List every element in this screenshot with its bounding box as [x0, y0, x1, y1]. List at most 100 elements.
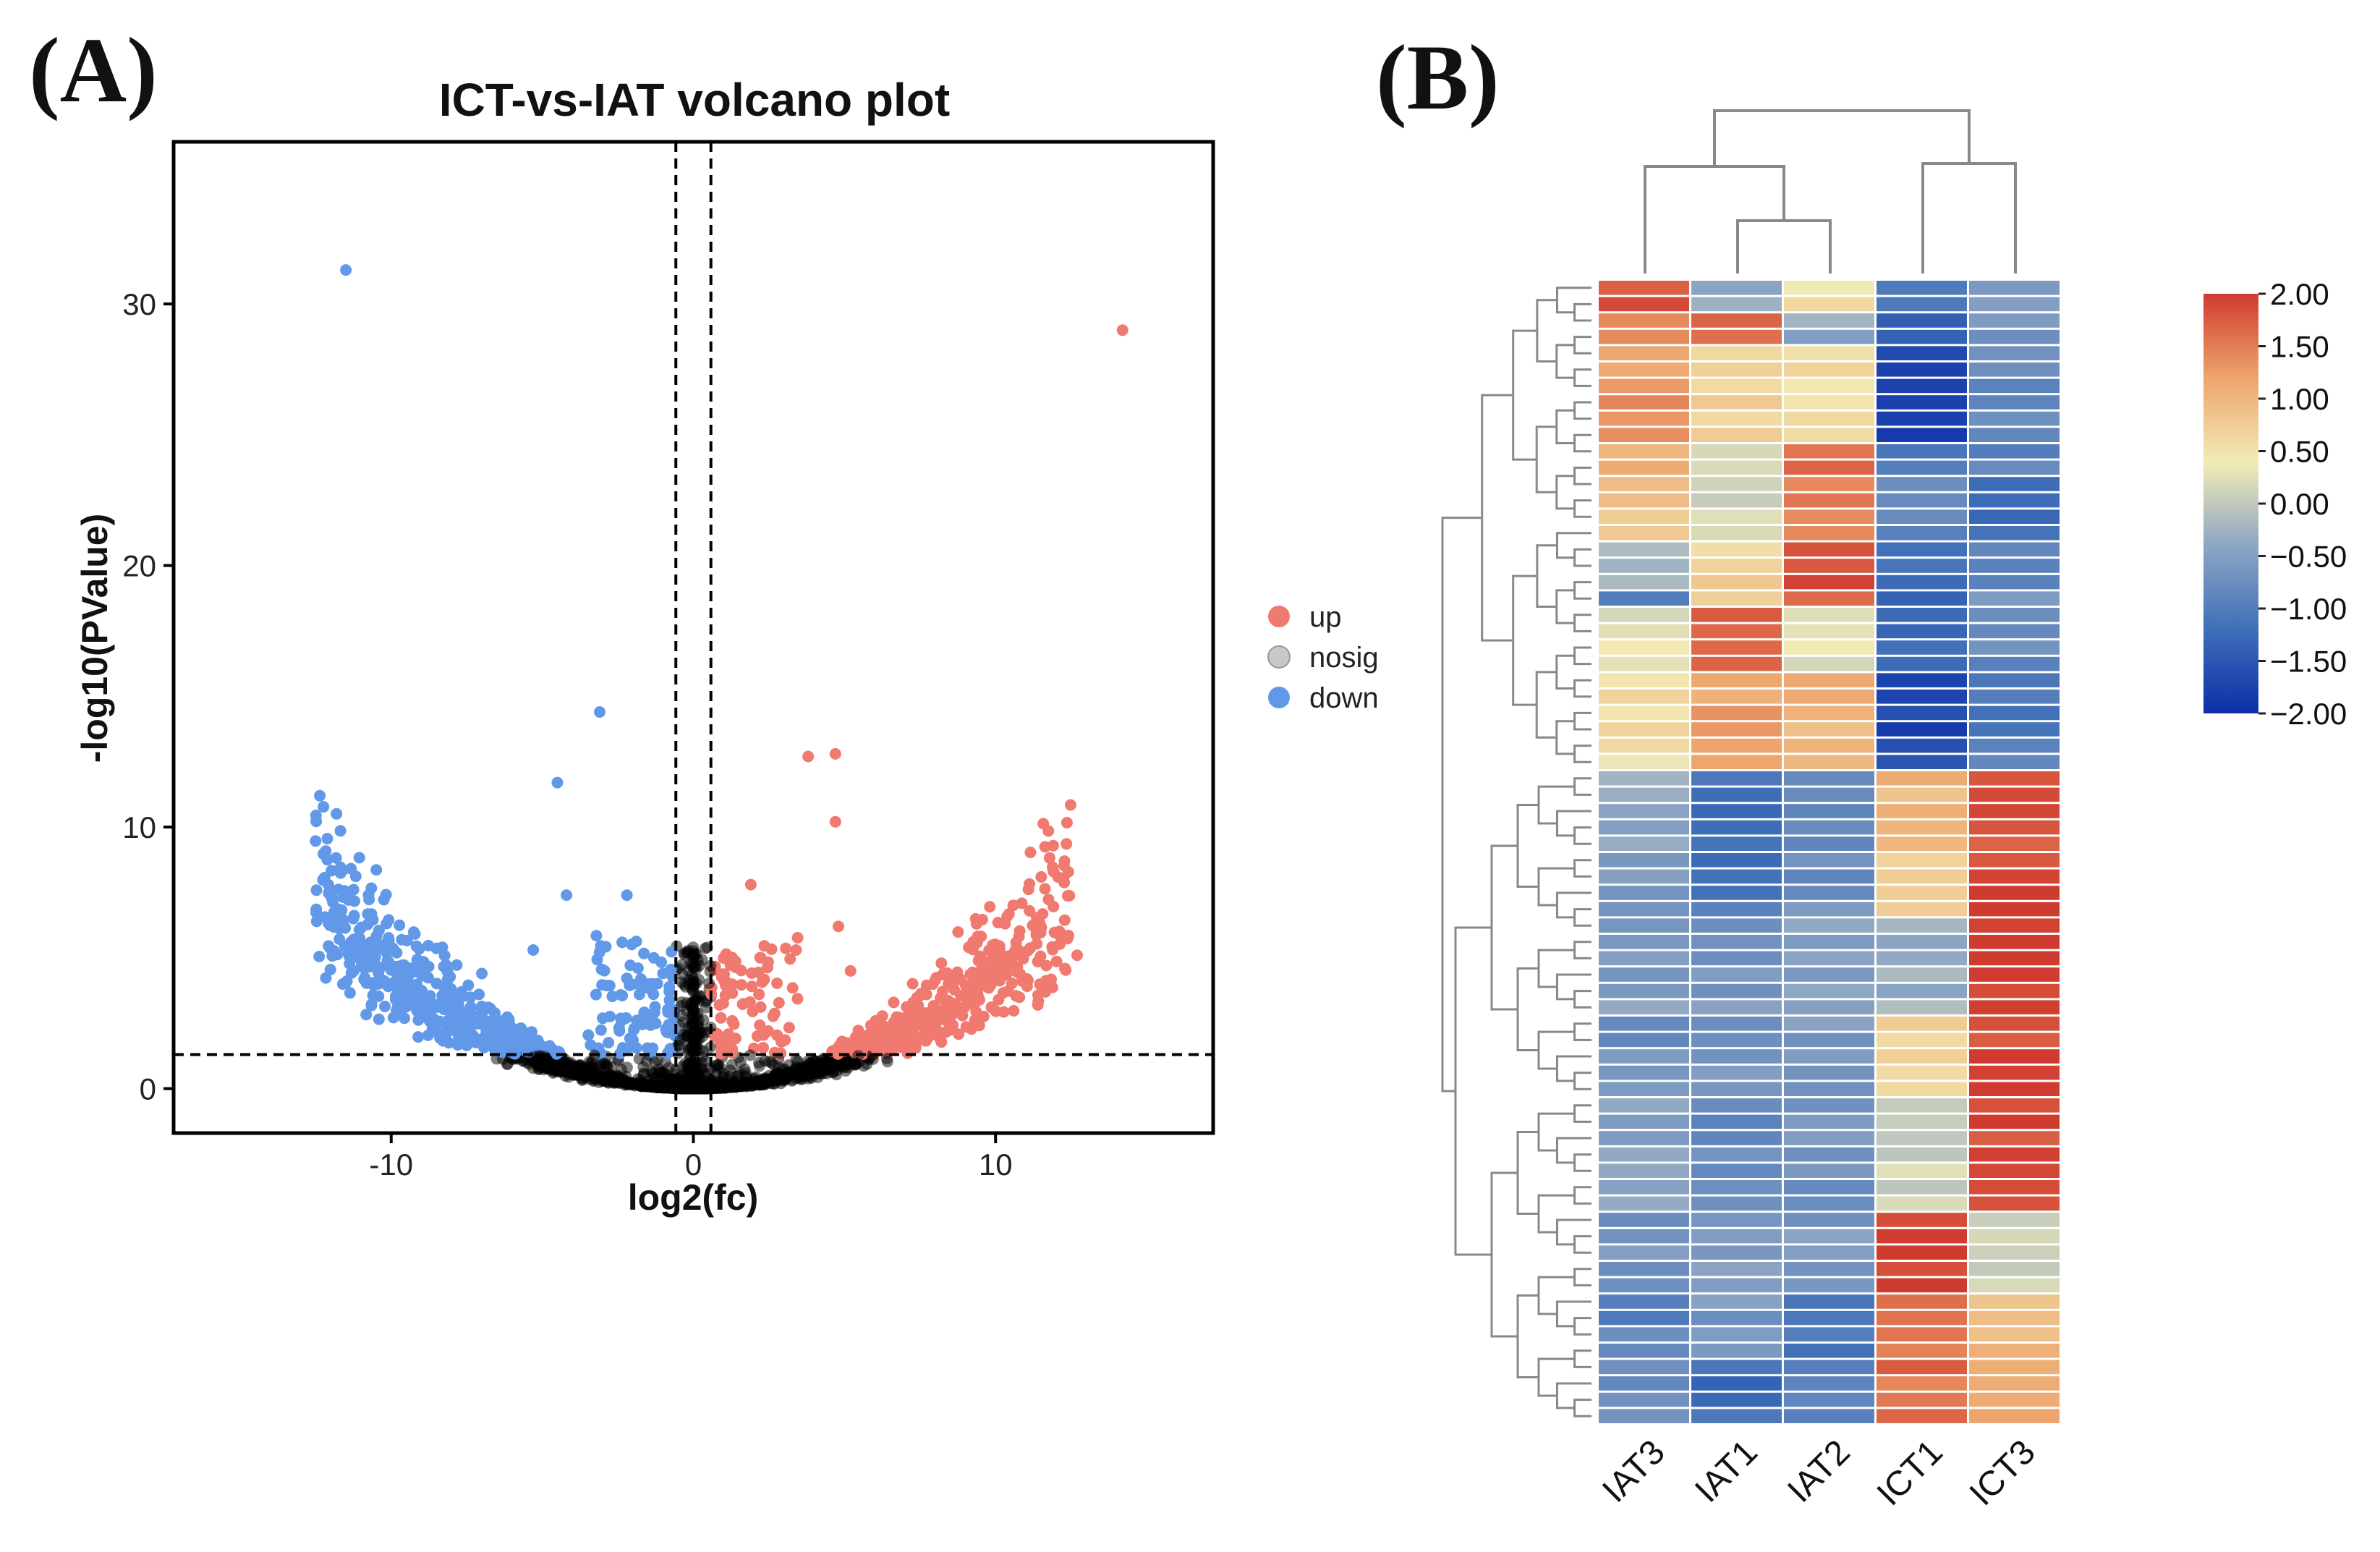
down-point-1286: [332, 883, 344, 896]
heatmap-cell-r60-c0: [1599, 1262, 1689, 1276]
nosig-point-2538: [687, 1065, 700, 1077]
heatmap-column-label-IAT1: IAT1: [1688, 1433, 1765, 1510]
heatmap-cell-r4-c1: [1691, 346, 1782, 360]
heatmap-cell-r44-c0: [1599, 1000, 1689, 1014]
heatmap-cell-r38-c0: [1599, 902, 1689, 917]
up-point-2537: [966, 944, 979, 956]
heatmap-cell-r31-c2: [1784, 787, 1874, 802]
up-point-1862: [998, 1006, 1010, 1018]
row-dendro-branch-22: [1555, 654, 1575, 690]
heatmap-cell-r49-c2: [1784, 1082, 1874, 1096]
down-point-1016: [310, 907, 322, 919]
down-point-2389: [428, 1014, 441, 1026]
heatmap-cell-r23-c2: [1784, 656, 1874, 671]
heatmap-cell-r68-c4: [1969, 1392, 2060, 1407]
down-point-2346: [478, 1041, 490, 1053]
heatmap-cell-r35-c2: [1784, 853, 1874, 868]
up-point-2496: [911, 1004, 924, 1017]
heatmap-cell-r58-c2: [1784, 1229, 1874, 1244]
heatmap-cell-r16-c1: [1691, 542, 1782, 557]
colorbar-gradient: [2203, 294, 2258, 713]
down-point-2510: [394, 919, 406, 931]
down-point-1831: [310, 884, 323, 896]
heatmap-cell-r20-c4: [1969, 608, 2060, 622]
heatmap-cell-r22-c4: [1969, 640, 2060, 655]
heatmap-cell-r4-c2: [1784, 346, 1874, 360]
heatmap-cell-r36-c2: [1784, 869, 1874, 884]
nosig-point-2546: [655, 1081, 667, 1093]
nosig-point-2588: [668, 1082, 681, 1094]
down-point-1376: [598, 964, 611, 977]
down-point-1666: [362, 918, 374, 930]
up-point-1552: [791, 993, 804, 1005]
heatmap-colorbar: 2.00 1.50 1.00 0.50 0.00 −0.50 −1.00 −1.50 −2.00: [2203, 277, 2347, 731]
down-point-2219: [373, 924, 385, 936]
up-point-2484: [773, 996, 785, 1009]
row-dendro-branch-19: [1536, 544, 1557, 608]
up-point-186: [906, 978, 919, 990]
heatmap-cell-r41-c0: [1599, 951, 1689, 966]
down-point-1967: [411, 1005, 423, 1017]
down-point-1249: [649, 1001, 661, 1013]
up-point-2605: [829, 747, 841, 760]
up-point-2231: [970, 917, 982, 930]
nosig-point-2418: [548, 1065, 560, 1077]
up-point-2329: [948, 975, 960, 987]
heatmap-cell-r6-c2: [1784, 378, 1874, 394]
heatmap-cell-r52-c1: [1691, 1131, 1782, 1145]
row-dendro-branch-58: [1573, 1317, 1591, 1336]
heatmap-cell-r54-c0: [1599, 1163, 1689, 1178]
down-point-1767: [396, 933, 408, 946]
down-point-770: [348, 964, 360, 977]
down-point-2524: [595, 940, 607, 952]
down-point-2473: [650, 1017, 662, 1030]
x-tick-label-0: -10: [369, 1148, 413, 1182]
down-point-2035: [613, 1025, 626, 1037]
down-point-1569: [333, 923, 346, 935]
up-point-1008: [1035, 871, 1047, 883]
up-point-1094: [935, 957, 948, 970]
heatmap-cell-r9-c4: [1969, 428, 2060, 442]
heatmap-cell-r53-c1: [1691, 1147, 1782, 1162]
heatmap-cell-r37-c0: [1599, 886, 1689, 900]
nosig-point-2577: [539, 1051, 551, 1063]
heatmap-cell-r42-c2: [1784, 967, 1874, 982]
heatmap-cell-r30-c4: [1969, 771, 2060, 786]
up-point-2345: [965, 1023, 977, 1035]
heatmap-cell-r10-c4: [1969, 444, 2060, 459]
nosig-point-2569: [655, 1069, 668, 1082]
heatmap-cell-r35-c0: [1599, 853, 1689, 868]
heatmap-cell-r51-c1: [1691, 1114, 1782, 1129]
heatmap-cell-r1-c4: [1969, 297, 2060, 312]
heatmap-cell-r22-c0: [1599, 640, 1689, 655]
row-dendro-branch-48: [1573, 1104, 1591, 1123]
heatmap-cell-r52-c2: [1784, 1131, 1874, 1145]
row-dendro-branch-29: [1573, 777, 1591, 796]
heatmap-cell-r18-c4: [1969, 574, 2060, 590]
heatmap-cell-r9-c0: [1599, 428, 1689, 442]
up-point-760: [746, 980, 758, 993]
heatmap-cell-r34-c3: [1877, 836, 1967, 851]
up-point-2254: [962, 996, 974, 1009]
down-point-2544: [624, 979, 636, 991]
row-dendro-branch-37: [1516, 804, 1539, 888]
heatmap-cell-r39-c0: [1599, 918, 1689, 933]
heatmap-cell-r17-c0: [1599, 559, 1689, 573]
nosig-point-1647: [726, 1059, 738, 1071]
nosig-point-2244: [681, 1030, 694, 1042]
up-point-1536: [952, 926, 964, 938]
heatmap-cell-r43-c4: [1969, 983, 2060, 998]
up-point-570: [888, 996, 900, 1009]
heatmap-cell-r35-c3: [1877, 853, 1967, 868]
heatmap-cell-r33-c2: [1784, 820, 1874, 835]
heatmap-cell-r38-c1: [1691, 902, 1782, 917]
heatmap-cell-r21-c4: [1969, 624, 2060, 639]
heatmap-cell-r57-c4: [1969, 1213, 2060, 1227]
up-point-2494: [898, 1027, 911, 1040]
down-point-1941: [632, 962, 644, 975]
heatmap-cell-r20-c1: [1691, 608, 1782, 622]
heatmap-cell-r59-c3: [1877, 1245, 1967, 1260]
heatmap-cell-r55-c1: [1691, 1180, 1782, 1195]
heatmap-cell-r15-c2: [1784, 526, 1874, 540]
heatmap-cell-r9-c1: [1691, 428, 1782, 442]
